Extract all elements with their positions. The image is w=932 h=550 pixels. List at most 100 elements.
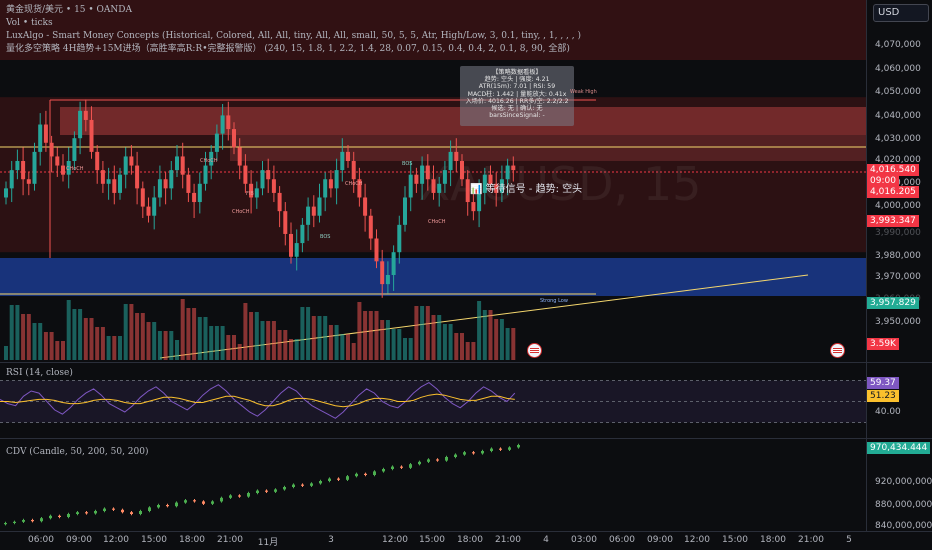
candle bbox=[140, 188, 145, 207]
cdv-legend[interactable]: CDV (Candle, 50, 200, 50, 200) bbox=[6, 447, 149, 457]
cdv-candle bbox=[418, 461, 421, 465]
cdv-candle bbox=[184, 500, 187, 503]
volume-bar bbox=[465, 342, 470, 360]
price-tick: 4,030,000 bbox=[875, 134, 921, 144]
cdv-candle bbox=[130, 512, 133, 514]
candle bbox=[482, 174, 487, 193]
volume-bar bbox=[385, 320, 390, 360]
candle bbox=[340, 151, 345, 171]
cdv-candle bbox=[328, 478, 331, 481]
currency-button[interactable]: USD bbox=[873, 4, 929, 22]
strategy-dashboard: 【策略数据看板】 趋势: 空头 | 强度: 4.21 ATR(15m): 7.0… bbox=[460, 66, 574, 126]
cdv-candle bbox=[445, 457, 448, 461]
volume-bar bbox=[437, 315, 442, 360]
candle bbox=[260, 170, 265, 189]
cdv-candle bbox=[67, 514, 70, 517]
smc-legend[interactable]: LuxAlgo - Smart Money Concepts (Historic… bbox=[6, 31, 582, 41]
pane-separator[interactable] bbox=[0, 438, 932, 439]
candle bbox=[420, 165, 425, 184]
volume-bar bbox=[78, 309, 83, 360]
strategy-legend[interactable]: 量化多空策略 4H趋势+15M进场（高胜率高R:R•完整报警版） (240, 1… bbox=[6, 44, 570, 54]
volume-bar bbox=[334, 325, 339, 360]
candle bbox=[209, 151, 214, 166]
price-tick: 3,980,000 bbox=[875, 251, 921, 261]
volume-bar bbox=[55, 341, 60, 360]
volume-bar bbox=[294, 339, 299, 360]
candle bbox=[403, 197, 407, 225]
dashboard-line: MACD柱: 1.442 | 量能放大: 0.41x bbox=[467, 90, 567, 98]
volume-bar bbox=[4, 346, 8, 360]
volume-bar bbox=[106, 336, 111, 360]
rsi-chart[interactable] bbox=[0, 363, 866, 438]
cdv-candle bbox=[157, 505, 160, 508]
candle bbox=[346, 151, 350, 161]
candle bbox=[106, 179, 111, 184]
volume-bar bbox=[283, 330, 288, 360]
time-tick: 11月 bbox=[257, 538, 279, 548]
volume-bar bbox=[368, 311, 373, 360]
candle bbox=[414, 174, 419, 184]
price-tag: 4,016.205 bbox=[867, 186, 919, 198]
volume-bar bbox=[226, 335, 231, 360]
candle bbox=[499, 179, 504, 193]
time-tick: 21:00 bbox=[217, 535, 243, 545]
cdv-candle bbox=[508, 447, 511, 450]
cdv-candle bbox=[112, 508, 115, 510]
rsi-legend[interactable]: RSI (14, close) bbox=[6, 368, 73, 378]
price-tick: 4,070,000 bbox=[875, 40, 921, 50]
us-flag-icon[interactable] bbox=[830, 343, 845, 358]
cdv-candle bbox=[139, 511, 142, 514]
price-tag: 3,993.347 bbox=[867, 215, 919, 227]
candle bbox=[157, 179, 162, 198]
volume-tag: 3.59K bbox=[867, 338, 899, 350]
rsi-pane[interactable] bbox=[0, 363, 866, 438]
price-chart[interactable]: XAUUSD, 15CHoCHCHoCHCHoCHCHoCHCHoCHFIBBO… bbox=[0, 0, 866, 362]
candle bbox=[357, 179, 362, 198]
cdv-candle bbox=[229, 495, 232, 498]
candle bbox=[471, 202, 476, 212]
price-axis[interactable]: USD 4,070,000 4,060,000 4,050,000 4,040,… bbox=[866, 0, 932, 362]
weak-high-label: Weak High bbox=[570, 89, 597, 95]
volume-bar bbox=[448, 324, 453, 360]
cdv-candle bbox=[283, 487, 286, 490]
cdv-pane[interactable] bbox=[0, 439, 866, 531]
symbol-title[interactable]: 黄金现货/美元 • 15 • OANDA bbox=[6, 5, 133, 15]
volume-bar bbox=[49, 332, 54, 360]
candle bbox=[169, 170, 174, 189]
pane-separator[interactable] bbox=[0, 362, 932, 363]
cdv-tick: 880,000,000 bbox=[875, 500, 932, 510]
cdv-tick: 920,000,000 bbox=[875, 477, 932, 487]
volume-bar bbox=[197, 317, 202, 360]
cdv-candle bbox=[85, 512, 88, 514]
volume-bar bbox=[351, 343, 356, 360]
volume-bar bbox=[397, 329, 402, 360]
volume-bar bbox=[220, 326, 225, 360]
volume-bar bbox=[100, 327, 105, 360]
cdv-candle bbox=[364, 473, 367, 475]
volume-bar bbox=[66, 300, 71, 360]
time-tick: 4 bbox=[543, 535, 549, 545]
volume-bar bbox=[123, 304, 128, 360]
candle bbox=[317, 197, 322, 216]
candle bbox=[237, 147, 242, 166]
cdv-candle bbox=[40, 518, 43, 522]
volume-legend[interactable]: Vol • ticks bbox=[6, 18, 53, 28]
volume-bar bbox=[38, 323, 43, 360]
signal-status: 📊 等待信号 - 趋势: 空头 bbox=[470, 184, 583, 195]
volume-bar bbox=[380, 320, 385, 360]
volume-bar bbox=[454, 333, 459, 360]
rsi-axis[interactable]: 59.37 51.23 40.00 bbox=[866, 363, 932, 438]
cdv-axis[interactable]: 970,434.444 920,000,000 880,000,000 840,… bbox=[866, 439, 932, 531]
cdv-chart[interactable] bbox=[0, 439, 866, 531]
time-tick: 15:00 bbox=[419, 535, 445, 545]
volume-bar bbox=[300, 307, 305, 360]
candle bbox=[266, 170, 271, 180]
volume-bar bbox=[89, 318, 94, 360]
cdv-candle bbox=[274, 489, 277, 492]
cdv-candle bbox=[391, 466, 394, 469]
volume-bar bbox=[488, 310, 493, 360]
us-flag-icon[interactable] bbox=[527, 343, 542, 358]
volume-bar bbox=[43, 332, 48, 360]
price-pane[interactable]: XAUUSD, 15 CHoCH CHoCH CHoCH CHoCH CHoCH FIB BO… bbox=[0, 0, 866, 362]
volume-bar bbox=[346, 334, 350, 360]
